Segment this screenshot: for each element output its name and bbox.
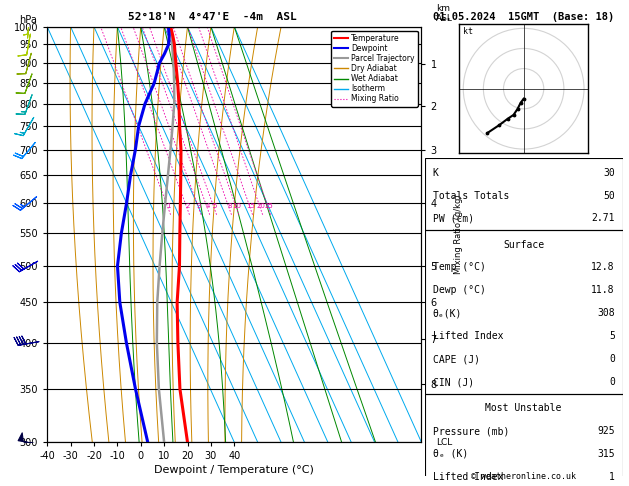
Text: θₑ (K): θₑ (K) bbox=[433, 449, 468, 459]
Text: 25: 25 bbox=[264, 203, 273, 209]
Text: Most Unstable: Most Unstable bbox=[486, 403, 562, 413]
Text: 8: 8 bbox=[227, 203, 231, 209]
Bar bbox=[425, 394, 623, 486]
Text: Surface: Surface bbox=[503, 240, 544, 249]
Text: 1: 1 bbox=[166, 203, 170, 209]
Text: Temp (°C): Temp (°C) bbox=[433, 262, 486, 273]
Text: Totals Totals: Totals Totals bbox=[433, 191, 509, 201]
Text: 01.05.2024  15GMT  (Base: 18): 01.05.2024 15GMT (Base: 18) bbox=[433, 12, 615, 22]
Text: 1: 1 bbox=[609, 472, 615, 482]
Text: 15: 15 bbox=[246, 203, 255, 209]
Text: CAPE (J): CAPE (J) bbox=[433, 354, 479, 364]
Text: Pressure (mb): Pressure (mb) bbox=[433, 426, 509, 436]
Text: LCL: LCL bbox=[437, 438, 453, 447]
Text: 20: 20 bbox=[256, 203, 265, 209]
Text: 30: 30 bbox=[603, 168, 615, 177]
Text: 10: 10 bbox=[232, 203, 242, 209]
Text: 5: 5 bbox=[212, 203, 216, 209]
Text: 925: 925 bbox=[597, 426, 615, 436]
Text: 2: 2 bbox=[185, 203, 189, 209]
Legend: Temperature, Dewpoint, Parcel Trajectory, Dry Adiabat, Wet Adiabat, Isotherm, Mi: Temperature, Dewpoint, Parcel Trajectory… bbox=[331, 31, 418, 106]
Text: Mixing Ratio (g/kg): Mixing Ratio (g/kg) bbox=[454, 195, 464, 274]
Text: Lifted Index: Lifted Index bbox=[433, 331, 503, 341]
Text: PW (cm): PW (cm) bbox=[433, 213, 474, 224]
Text: kt: kt bbox=[464, 27, 473, 36]
Text: Lifted Index: Lifted Index bbox=[433, 472, 503, 482]
Text: 308: 308 bbox=[597, 308, 615, 318]
Text: 315: 315 bbox=[597, 449, 615, 459]
Text: 0: 0 bbox=[609, 377, 615, 387]
Text: θₑ(K): θₑ(K) bbox=[433, 308, 462, 318]
Text: 5: 5 bbox=[609, 331, 615, 341]
Text: 0: 0 bbox=[609, 354, 615, 364]
Text: Dewp (°C): Dewp (°C) bbox=[433, 285, 486, 295]
Text: 52°18'N  4°47'E  -4m  ASL: 52°18'N 4°47'E -4m ASL bbox=[128, 12, 297, 22]
Text: km
ASL: km ASL bbox=[437, 4, 454, 22]
Text: © weatheronline.co.uk: © weatheronline.co.uk bbox=[471, 472, 576, 481]
X-axis label: Dewpoint / Temperature (°C): Dewpoint / Temperature (°C) bbox=[154, 466, 314, 475]
Text: 3: 3 bbox=[197, 203, 201, 209]
Text: hPa: hPa bbox=[19, 15, 37, 25]
Bar bbox=[425, 158, 623, 230]
Text: CIN (J): CIN (J) bbox=[433, 377, 474, 387]
Text: 12.8: 12.8 bbox=[591, 262, 615, 273]
Text: 2.71: 2.71 bbox=[591, 213, 615, 224]
Text: 11.8: 11.8 bbox=[591, 285, 615, 295]
Bar bbox=[425, 230, 623, 394]
Text: 50: 50 bbox=[603, 191, 615, 201]
Text: 4: 4 bbox=[206, 203, 210, 209]
Text: K: K bbox=[433, 168, 438, 177]
